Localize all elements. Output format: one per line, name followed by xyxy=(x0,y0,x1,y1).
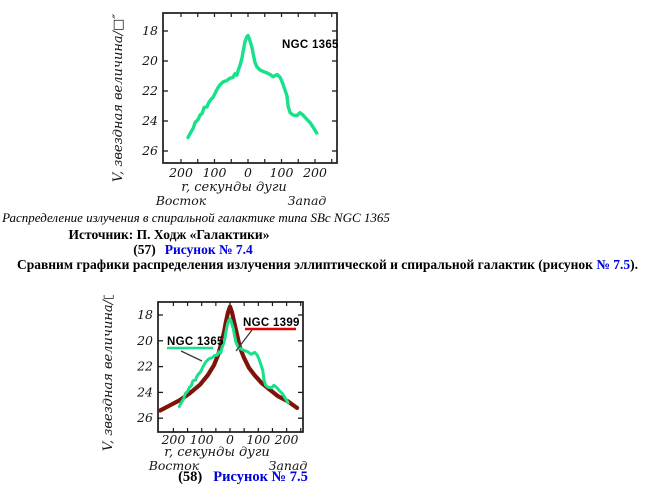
x-tick-label: 0 xyxy=(244,165,252,180)
y-tick-label: 26 xyxy=(136,410,153,425)
x-axis-label: r, секунды дуги xyxy=(164,445,270,460)
y-axis-label: V, звездная величина/□″ xyxy=(101,295,116,451)
x-tick-label: 0 xyxy=(226,432,234,447)
x-tick-label: 100 xyxy=(270,165,294,180)
x-tick-label: 200 xyxy=(274,432,299,447)
y-tick-label: 26 xyxy=(141,143,158,158)
x-axis-label: r, секунды дуги xyxy=(181,180,287,195)
x-tick-label: 100 xyxy=(203,165,227,180)
y-tick-label: 18 xyxy=(142,23,158,38)
west-label: Запад xyxy=(288,193,327,208)
x-tick-label: 200 xyxy=(302,165,327,180)
y-tick-label: 20 xyxy=(141,53,158,68)
compare-text: Сравним графики распределения излучения … xyxy=(16,257,593,272)
y-tick-label: 22 xyxy=(136,359,153,374)
curve-ngc-1365 xyxy=(177,317,290,409)
curve-ngc-1365 xyxy=(186,33,319,140)
x-tick-label: 100 xyxy=(246,432,270,447)
series-label: NGC 1365 xyxy=(282,39,339,51)
figure-7-4-index: (57) xyxy=(133,242,156,257)
east-label: Восток xyxy=(148,458,200,473)
figure-7-5-number-line: (58) Рисунок № 7.5 xyxy=(0,469,486,486)
y-axis-label: V, звездная величина/□″ xyxy=(111,14,126,182)
compare-paragraph: Сравним графики распределения излучения … xyxy=(0,257,655,273)
y-tick-label: 24 xyxy=(141,113,158,128)
figure-7-4-source: Источник: П. Ходж «Галактики» xyxy=(68,227,270,242)
plot-frame xyxy=(162,12,338,164)
series-label: NGC 1399 xyxy=(243,317,300,329)
west-label: Запад xyxy=(269,458,308,473)
series-label: NGC 1365 xyxy=(167,336,224,348)
y-tick-label: 22 xyxy=(141,83,158,98)
x-tick-label: 200 xyxy=(160,432,185,447)
figure-7-4-number-line: (57) Рисунок № 7.4 xyxy=(0,242,386,258)
figure-7-4-link[interactable]: Рисунок № 7.4 xyxy=(164,242,253,257)
figure-7-5-index: (58) xyxy=(178,469,203,485)
figure-7-5-link[interactable]: Рисунок № 7.5 xyxy=(213,469,308,485)
figure-7-4-caption: Распределение излучения в спиральной гал… xyxy=(2,210,390,225)
curve-ngc-1399 xyxy=(157,304,300,413)
x-tick-label: 200 xyxy=(168,165,193,180)
y-tick-label: 24 xyxy=(136,384,153,399)
series-label-pointer xyxy=(180,350,203,362)
figure-7-5-inline-link[interactable]: № 7.5 xyxy=(596,257,631,272)
x-tick-label: 100 xyxy=(190,432,214,447)
y-tick-label: 20 xyxy=(136,333,153,348)
east-label: Восток xyxy=(155,193,207,208)
y-tick-label: 18 xyxy=(137,307,153,322)
series-label-pointer xyxy=(235,329,253,352)
compare-text-end: ). xyxy=(630,257,639,272)
